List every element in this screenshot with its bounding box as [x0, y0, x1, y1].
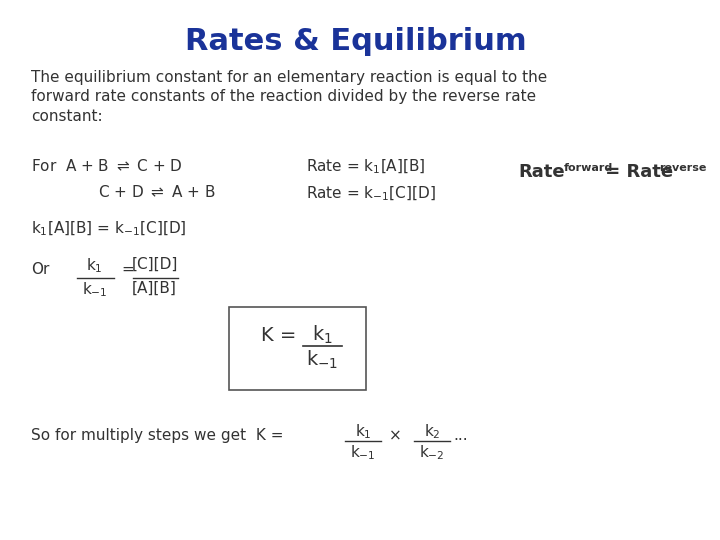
- Text: The equilibrium constant for an elementary reaction is equal to the
forward rate: The equilibrium constant for an elementa…: [31, 70, 547, 124]
- Text: k$_1$: k$_1$: [86, 256, 103, 275]
- Text: k$_{-1}$: k$_{-1}$: [82, 281, 107, 299]
- Text: k$_1$[A][B] = k$_{-1}$[C][D]: k$_1$[A][B] = k$_{-1}$[C][D]: [31, 219, 186, 238]
- Text: Rate = k$_1$[A][B]: Rate = k$_1$[A][B]: [307, 158, 426, 176]
- Text: ...: ...: [454, 428, 468, 443]
- Text: Rate: Rate: [518, 163, 565, 181]
- Text: $\times$: $\times$: [387, 428, 400, 443]
- Text: So for multiply steps we get  K =: So for multiply steps we get K =: [31, 428, 289, 443]
- Text: reverse: reverse: [660, 163, 707, 173]
- Text: For  A + B $\rightleftharpoons$ C + D: For A + B $\rightleftharpoons$ C + D: [31, 158, 183, 174]
- Text: k$_1$: k$_1$: [354, 422, 372, 441]
- Text: =: =: [122, 262, 134, 277]
- Text: k$_{-2}$: k$_{-2}$: [419, 443, 445, 462]
- Text: [C][D]: [C][D]: [132, 256, 178, 272]
- Text: K =: K =: [261, 326, 302, 345]
- FancyBboxPatch shape: [229, 307, 366, 390]
- Text: = Rate: = Rate: [600, 163, 674, 181]
- Text: Rates & Equilibrium: Rates & Equilibrium: [185, 27, 526, 56]
- Text: forward: forward: [564, 163, 613, 173]
- Text: k$_2$: k$_2$: [424, 422, 441, 441]
- Text: k$_1$: k$_1$: [312, 323, 333, 346]
- Text: k$_{-1}$: k$_{-1}$: [350, 443, 376, 462]
- Text: [A][B]: [A][B]: [132, 281, 177, 296]
- Text: Rate = k$_{-1}$[C][D]: Rate = k$_{-1}$[C][D]: [307, 185, 436, 203]
- Text: Or: Or: [31, 262, 50, 277]
- Text: C + D $\rightleftharpoons$ A + B: C + D $\rightleftharpoons$ A + B: [98, 185, 216, 200]
- Text: k$_{-1}$: k$_{-1}$: [306, 348, 338, 371]
